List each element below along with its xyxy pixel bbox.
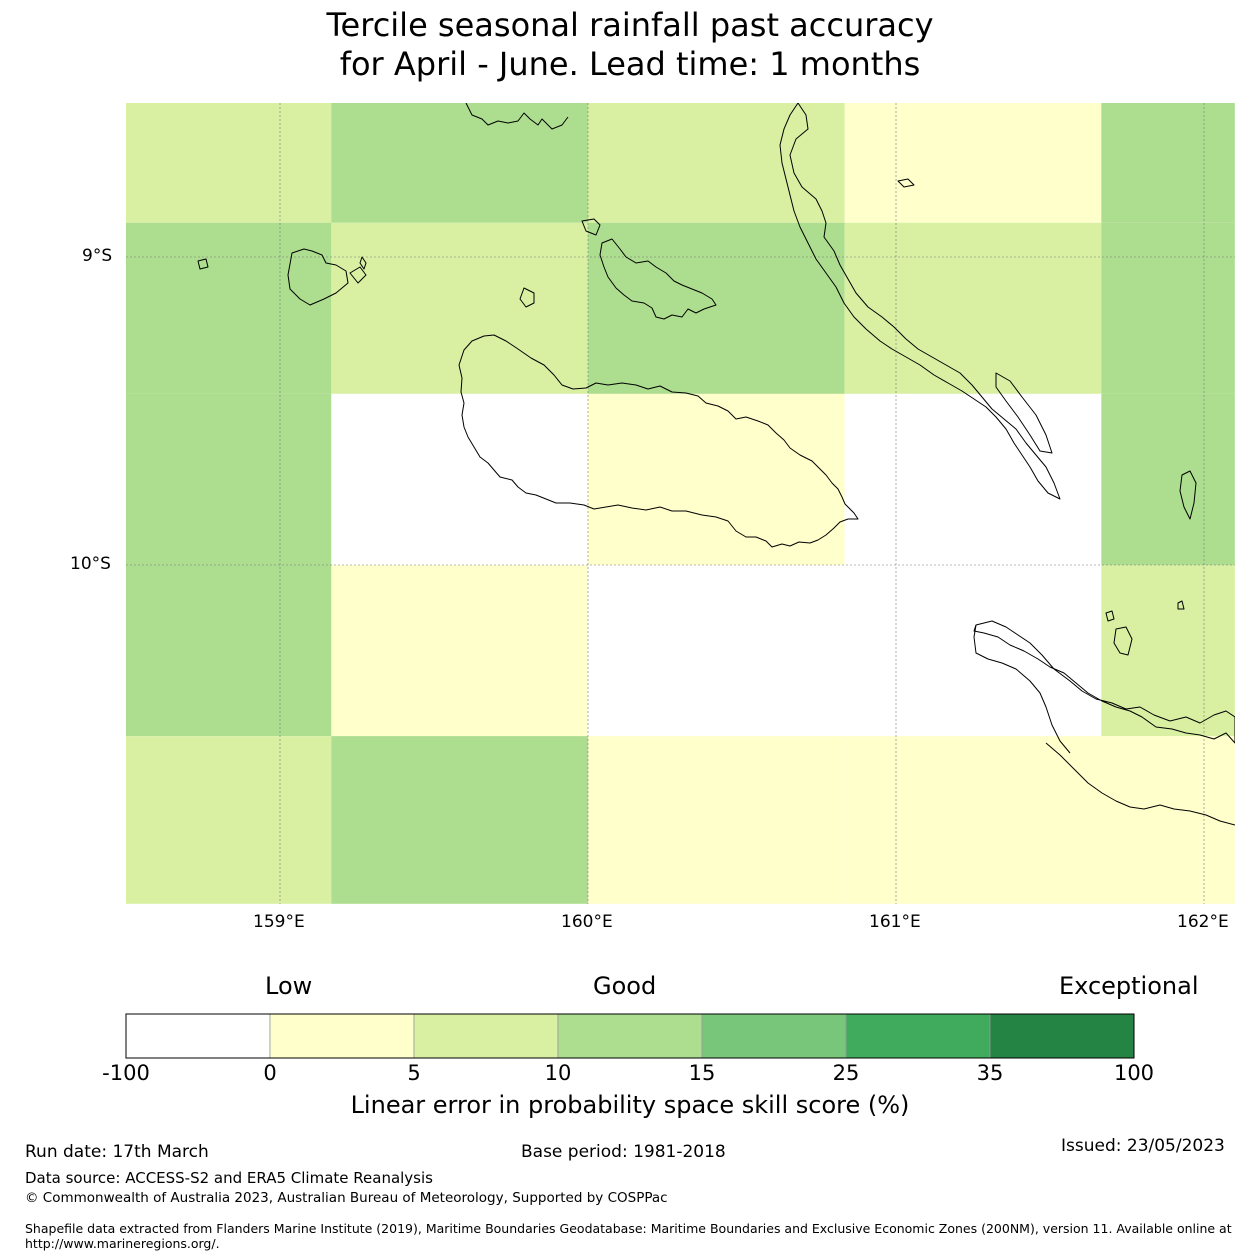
colorbar-axis-label: Linear error in probability space skill … <box>350 1091 910 1119</box>
coastline-small-malaita <box>995 372 1053 454</box>
colorbar <box>125 1013 1135 1059</box>
grid-cell <box>844 565 1102 737</box>
chart-title-line2: for April - June. Lead time: 1 months <box>339 45 921 83</box>
colorbar-tick: 25 <box>832 1061 860 1085</box>
shapefile-credit-line1: Shapefile data extracted from Flanders M… <box>25 1221 1232 1236</box>
coastline-small-island <box>197 258 209 270</box>
grid-cell <box>588 103 845 223</box>
colorbar-swatch <box>557 1013 703 1059</box>
coastline-makira <box>973 620 1235 744</box>
colorbar-label-good: Good <box>593 972 657 1000</box>
grid-cell <box>331 736 588 904</box>
grid-cell <box>1101 103 1235 223</box>
colorbar-swatches <box>125 1013 1135 1059</box>
colorbar-swatch <box>845 1013 991 1059</box>
grid-cell <box>126 222 332 394</box>
coastline-south-mainland <box>1045 742 1235 826</box>
colorbar-tick: -100 <box>102 1061 150 1085</box>
coastlines <box>197 103 1235 826</box>
colorbar-tick: 15 <box>688 1061 716 1085</box>
coastline-north-fragment <box>465 103 569 130</box>
colorbar-swatch <box>701 1013 847 1059</box>
grid-cell <box>126 103 332 223</box>
skill-grid <box>126 103 1235 904</box>
lat-label-10s: 10°S <box>70 554 111 574</box>
grid-cell <box>1101 736 1235 904</box>
colorbar-tick: 5 <box>407 1061 421 1085</box>
shapefile-credit-line2: http://www.marineregions.org/. <box>25 1236 220 1251</box>
coastline-small-island <box>349 266 367 284</box>
grid-cell <box>331 222 588 394</box>
data-source: Data source: ACCESS-S2 and ERA5 Climate … <box>25 1169 433 1187</box>
lon-label-162e: 162°E <box>1177 912 1229 932</box>
coastline-small-island <box>897 178 915 188</box>
grid-cell <box>331 393 588 565</box>
colorbar-swatch <box>989 1013 1135 1059</box>
coastline-small-island <box>581 218 601 236</box>
grid-cell <box>126 565 332 737</box>
copyright: © Commonwealth of Australia 2023, Austra… <box>25 1190 668 1206</box>
lon-label-159e: 159°E <box>253 912 305 932</box>
coastline-small-island <box>359 256 367 270</box>
coastline-small-island <box>519 287 535 308</box>
grid-cell <box>1101 222 1235 394</box>
map-svg <box>126 103 1235 904</box>
colorbar-swatch <box>125 1013 271 1059</box>
grid-cell <box>588 565 845 737</box>
grid-cell <box>588 393 845 565</box>
colorbar-swatch <box>413 1013 559 1059</box>
run-date: Run date: 17th March <box>25 1142 209 1162</box>
chart-title-line1: Tercile seasonal rainfall past accuracy <box>326 6 934 44</box>
lon-label-160e: 160°E <box>561 912 613 932</box>
colorbar-label-low: Low <box>265 972 313 1000</box>
colorbar-tick: 10 <box>544 1061 572 1085</box>
grid-cell <box>844 222 1102 394</box>
lat-label-9s: 9°S <box>82 246 113 266</box>
colorbar-swatch <box>269 1013 415 1059</box>
issued-date: Issued: 23/05/2023 <box>1061 1136 1225 1156</box>
grid-cell <box>331 565 588 737</box>
colorbar-tick: 35 <box>976 1061 1004 1085</box>
grid-cell <box>126 393 332 565</box>
lon-label-161e: 161°E <box>869 912 921 932</box>
graticule <box>126 103 1235 904</box>
coastline-guadalcanal <box>458 334 859 548</box>
grid-cell <box>588 222 845 394</box>
colorbar-frame <box>125 1013 1135 1059</box>
coastline-small-island <box>1177 600 1185 610</box>
colorbar-label-exceptional: Exceptional <box>1059 972 1199 1000</box>
colorbar-tick: 100 <box>1113 1061 1155 1085</box>
coastline-small-island <box>1105 610 1115 622</box>
grid-cell <box>844 103 1102 223</box>
coastline-russell-islands <box>287 248 349 306</box>
base-period: Base period: 1981-2018 <box>521 1142 726 1162</box>
colorbar-tick: 0 <box>263 1061 277 1085</box>
coastline-small-island <box>1113 626 1133 656</box>
coastline-small-island <box>1179 470 1197 520</box>
grid-cell <box>126 736 332 904</box>
coastline-malaita <box>779 103 1061 500</box>
grid-cell <box>1101 565 1235 737</box>
coastline-florida-islands <box>599 238 717 320</box>
grid-cell <box>844 393 1102 565</box>
grid-cell <box>1101 393 1235 565</box>
grid-cell <box>331 103 588 223</box>
grid-cell <box>844 736 1102 904</box>
coastline-south-west-bulge <box>973 624 1071 754</box>
grid-cell <box>588 736 845 904</box>
map-area <box>126 103 1235 904</box>
